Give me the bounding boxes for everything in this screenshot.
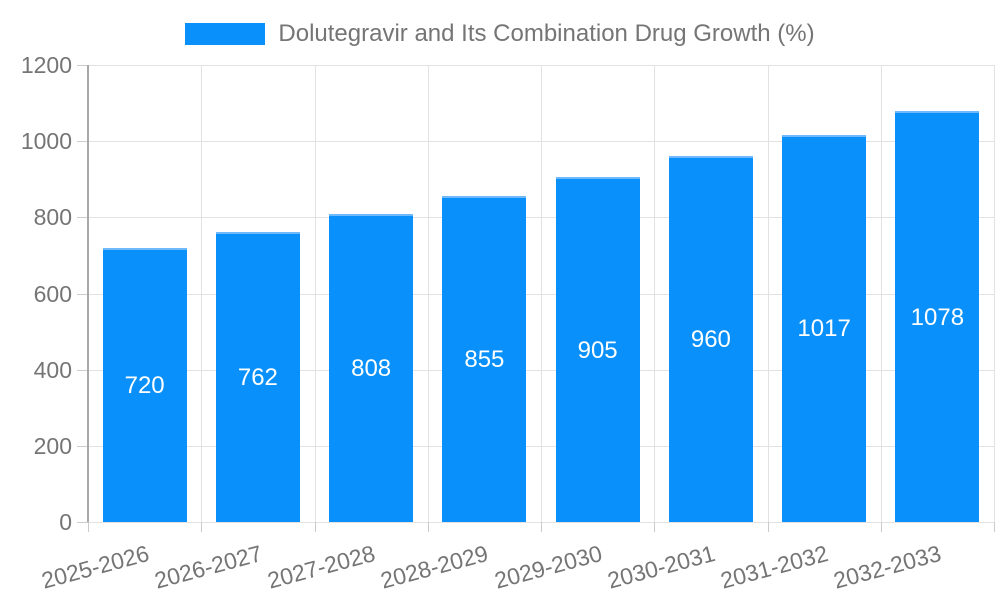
bar: 1078 <box>895 111 980 522</box>
x-axis-labels: 2025-2026 2026-2027 2027-2028 2028-2029 2029… <box>38 540 994 600</box>
bar-value-label: 720 <box>124 371 165 399</box>
y-tick-mark <box>77 369 88 371</box>
x-tick-mark <box>314 522 316 532</box>
x-tick-mark <box>767 522 769 532</box>
y-tick-mark <box>77 141 88 143</box>
x-tick-mark <box>654 522 656 532</box>
x-tick-label: 2027-2028 <box>264 540 378 594</box>
y-tick-mark <box>77 65 88 66</box>
bar: 1017 <box>782 134 867 522</box>
x-tick-mark <box>994 522 995 532</box>
bar: 960 <box>668 156 753 522</box>
y-tick-label: 600 <box>33 280 72 307</box>
v-gridline <box>201 65 203 522</box>
bar: 808 <box>329 214 414 522</box>
y-tick-mark <box>77 217 88 219</box>
bar: 762 <box>215 231 300 522</box>
x-tick-mark <box>88 522 89 532</box>
x-tick-mark <box>201 522 203 532</box>
x-tick-mark <box>427 522 429 532</box>
v-gridline <box>994 65 995 522</box>
y-tick-mark <box>77 445 88 447</box>
bar: 905 <box>555 177 640 522</box>
x-tick-mark <box>880 522 882 532</box>
y-tick-mark <box>77 293 88 295</box>
x-tick-label: 2031-2032 <box>717 540 831 594</box>
bar-value-label: 855 <box>464 346 505 374</box>
y-tick-label: 400 <box>33 356 72 383</box>
v-gridline <box>427 65 429 522</box>
x-tick-label: 2028-2029 <box>378 540 492 594</box>
y-axis-line <box>87 65 89 522</box>
bar: 720 <box>102 247 187 522</box>
plot-area: 720 762 808 855 905 960 1017 1078 <box>77 65 995 532</box>
bar-value-label: 762 <box>237 363 278 391</box>
v-gridline <box>767 65 769 522</box>
y-tick-label: 1000 <box>20 128 72 155</box>
bar-value-label: 1078 <box>910 303 965 331</box>
legend: Dolutegravir and Its Combination Drug Gr… <box>0 20 1000 48</box>
y-tick-label: 1200 <box>20 52 72 78</box>
x-tick-label: 2029-2030 <box>491 540 605 594</box>
x-tick-label: 2030-2031 <box>604 540 718 594</box>
bar-value-label: 808 <box>351 355 392 383</box>
v-gridline <box>314 65 316 522</box>
x-tick-label: 2026-2027 <box>151 540 265 594</box>
y-axis-labels: 0 200 400 600 800 1000 1200 <box>0 52 72 535</box>
y-tick-label: 200 <box>33 432 72 459</box>
y-tick-label: 0 <box>59 509 72 535</box>
bar-value-label: 905 <box>577 336 618 364</box>
x-tick-mark <box>541 522 542 532</box>
legend-swatch <box>185 23 266 45</box>
x-tick-label: 2032-2033 <box>831 540 945 594</box>
y-tick-label: 800 <box>33 204 72 231</box>
y-tick-mark <box>77 522 88 523</box>
x-tick-label: 2025-2026 <box>38 540 152 594</box>
legend-label: Dolutegravir and Its Combination Drug Gr… <box>278 20 815 47</box>
v-gridline <box>654 65 656 522</box>
v-gridline <box>541 65 542 522</box>
bar-value-label: 1017 <box>797 315 851 343</box>
bar: 855 <box>442 196 527 522</box>
v-gridline <box>880 65 882 522</box>
bar-value-label: 960 <box>690 326 731 354</box>
